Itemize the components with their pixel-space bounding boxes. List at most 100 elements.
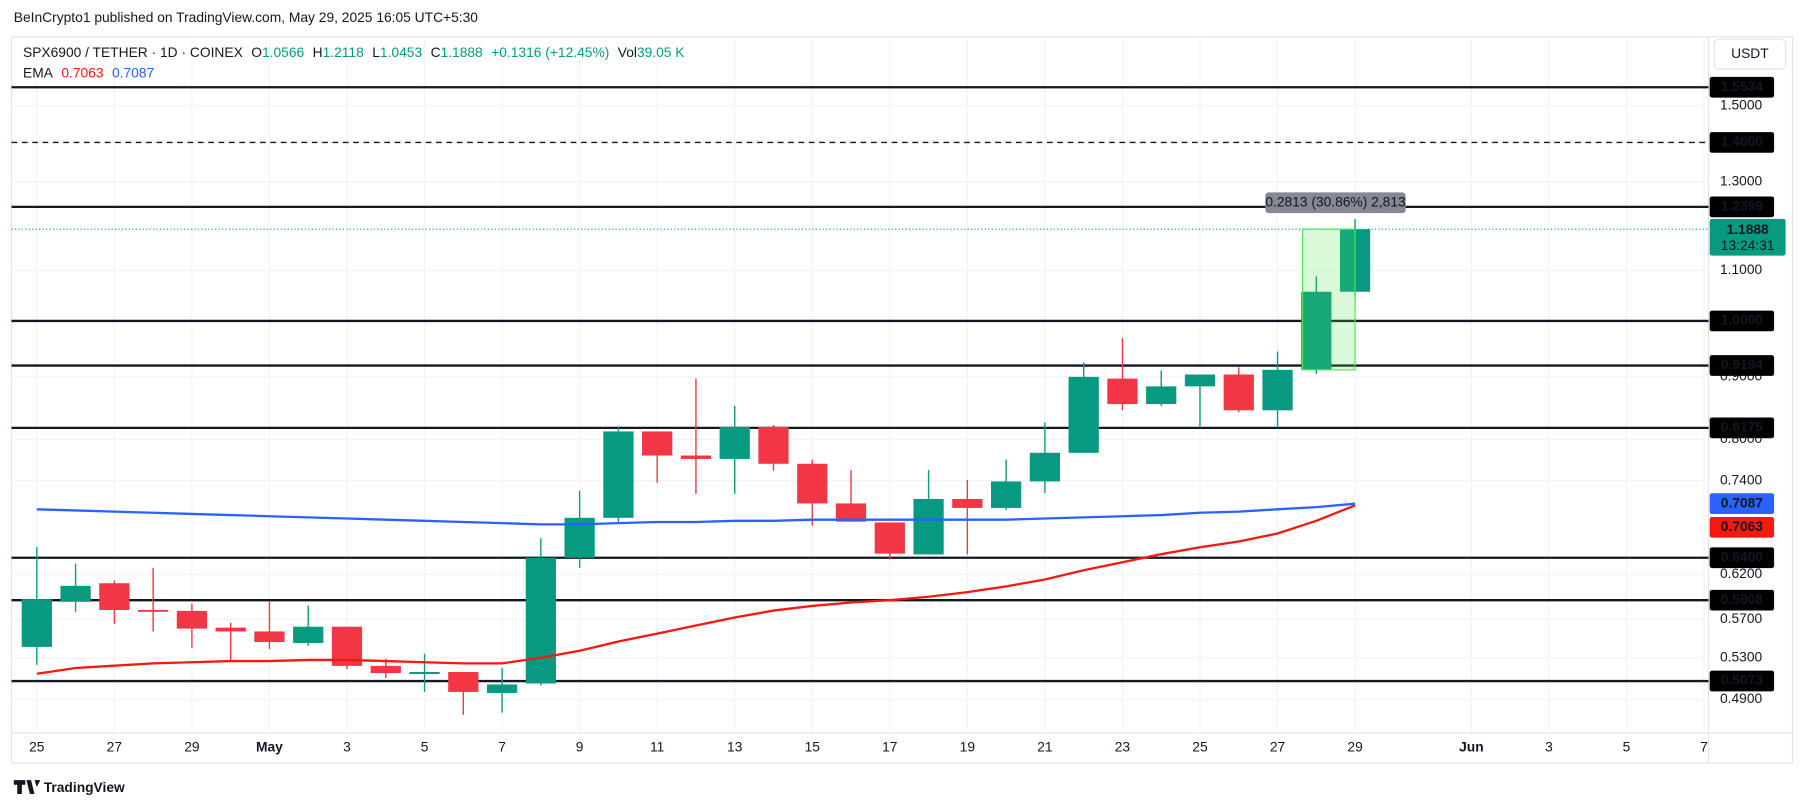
y-tick-label: 1.1000 <box>1720 262 1763 277</box>
candle-body <box>215 627 246 632</box>
candle-body <box>1068 376 1099 453</box>
candle-body <box>448 672 479 692</box>
price-badge <box>1709 516 1775 538</box>
candle-body <box>913 498 944 555</box>
y-tick-label: 0.4900 <box>1720 691 1763 706</box>
ema-value: 0.7087 <box>112 65 154 80</box>
measure-label-bg <box>1265 192 1406 214</box>
y-tick-label: 1.5000 <box>1720 97 1763 112</box>
ohlc-value: 1.1888 <box>441 45 484 60</box>
y-tick-label: 1.3000 <box>1720 173 1763 188</box>
x-tick-label: May <box>256 740 283 755</box>
ohlc-value: 1.0453 <box>380 45 423 60</box>
price-badge-label: 1.2399 <box>1721 198 1764 213</box>
ohlc-value: 1.2118 <box>323 45 365 60</box>
price-badge <box>1709 547 1775 569</box>
candle-body <box>21 599 52 647</box>
x-tick-label: 25 <box>1192 740 1208 755</box>
candle-body <box>60 585 91 602</box>
price-badge <box>1709 76 1775 98</box>
ohlc-label: C <box>431 45 441 60</box>
candle-body <box>758 426 789 464</box>
x-tick-label: 3 <box>343 740 351 755</box>
candle-body <box>797 463 828 504</box>
measure-area <box>1301 228 1356 371</box>
candle-body <box>99 583 130 610</box>
ohlc-value: 1.0566 <box>262 45 305 60</box>
candle-body <box>835 503 867 522</box>
price-badge <box>1709 417 1775 439</box>
brand-logo <box>13 780 41 794</box>
price-badge <box>1709 132 1775 153</box>
x-tick-label: 23 <box>1115 740 1131 755</box>
change: +0.1316 (+12.45%) <box>491 45 609 60</box>
price-badge-label: 1.5534 <box>1721 79 1764 94</box>
x-tick-label: 9 <box>576 740 584 755</box>
x-tick-label: 25 <box>29 740 45 755</box>
candle-body <box>254 631 285 643</box>
axes: 0.49000.53000.57000.62000.74000.80000.90… <box>29 76 1786 755</box>
price-badge-label: 1.4000 <box>1721 134 1764 149</box>
price-badge-label: 0.9194 <box>1721 357 1764 372</box>
x-tick-label: 7 <box>1700 740 1708 755</box>
legend-header: SPX6900 / TETHER · 1D · COINEX O1.0566 H… <box>23 45 685 60</box>
candle-body <box>1184 374 1216 387</box>
chart-frame <box>10 36 1794 764</box>
currency[interactable]: USDT <box>1731 46 1769 61</box>
candle-body <box>370 665 401 674</box>
price-badge <box>1709 589 1775 611</box>
candle-body <box>1146 386 1177 405</box>
volume-label: Vol <box>618 45 637 60</box>
x-tick-label: 5 <box>1623 740 1631 755</box>
x-tick-label: 21 <box>1037 740 1052 755</box>
ema-legend: EMA 0.7063 0.7087 <box>23 65 154 80</box>
y-tick-label: 0.7400 <box>1720 472 1763 487</box>
current-price-label: 1.1888 <box>1727 222 1770 237</box>
candle-body <box>1301 291 1332 370</box>
candle-body <box>1223 374 1254 411</box>
candle-body <box>293 626 324 644</box>
x-tick-label: 15 <box>805 740 821 755</box>
price-badge-label: 0.5073 <box>1721 673 1764 688</box>
x-tick-label: 27 <box>1270 740 1285 755</box>
price-badge <box>1709 355 1775 376</box>
x-tick-label: 7 <box>498 740 506 755</box>
price-badge <box>1709 670 1775 692</box>
ohlc-label: O <box>251 45 262 60</box>
y-tick-label: 0.5300 <box>1720 649 1763 664</box>
price-badge <box>1709 310 1775 332</box>
measure-label: 0.2813 (30.86%) 2,813 <box>1265 194 1406 209</box>
ema-label: EMA <box>23 65 54 80</box>
candle-body <box>525 557 556 684</box>
candle-body <box>874 522 905 554</box>
price-badge <box>1709 196 1775 218</box>
x-tick-label: 27 <box>107 740 122 755</box>
candle-body <box>138 609 169 612</box>
x-tick-label: 5 <box>421 740 429 755</box>
grid <box>11 36 1709 733</box>
y-tick-label: 0.6200 <box>1720 566 1763 581</box>
ohlc-label: L <box>372 45 380 60</box>
price-badge-label: 0.8175 <box>1721 420 1764 435</box>
currency-button[interactable] <box>1713 38 1787 70</box>
price-badge-label: 0.7063 <box>1721 519 1764 534</box>
price-badge-label: 0.5908 <box>1721 592 1764 607</box>
published-note: BeInCrypto1 published on TradingView.com… <box>14 10 478 25</box>
x-tick-label: 29 <box>184 740 200 755</box>
price-badge-label: 0.7087 <box>1721 495 1764 510</box>
candle-body <box>642 431 673 456</box>
candle-body <box>409 672 440 675</box>
current-price-badge <box>1709 218 1786 256</box>
symbol: SPX6900 / TETHER · 1D · COINEX <box>23 45 243 60</box>
y-tick-label: 0.5700 <box>1720 611 1763 626</box>
candle-body <box>991 481 1022 508</box>
x-tick-label: 29 <box>1347 740 1363 755</box>
ohlc-label: H <box>313 45 323 60</box>
x-tick-label: 13 <box>727 740 743 755</box>
ema-line <box>36 502 1356 526</box>
ema-line <box>36 504 1356 675</box>
plot: 0.2813 (30.86%) 2,813 <box>11 86 1709 715</box>
x-tick-label: 19 <box>960 740 976 755</box>
